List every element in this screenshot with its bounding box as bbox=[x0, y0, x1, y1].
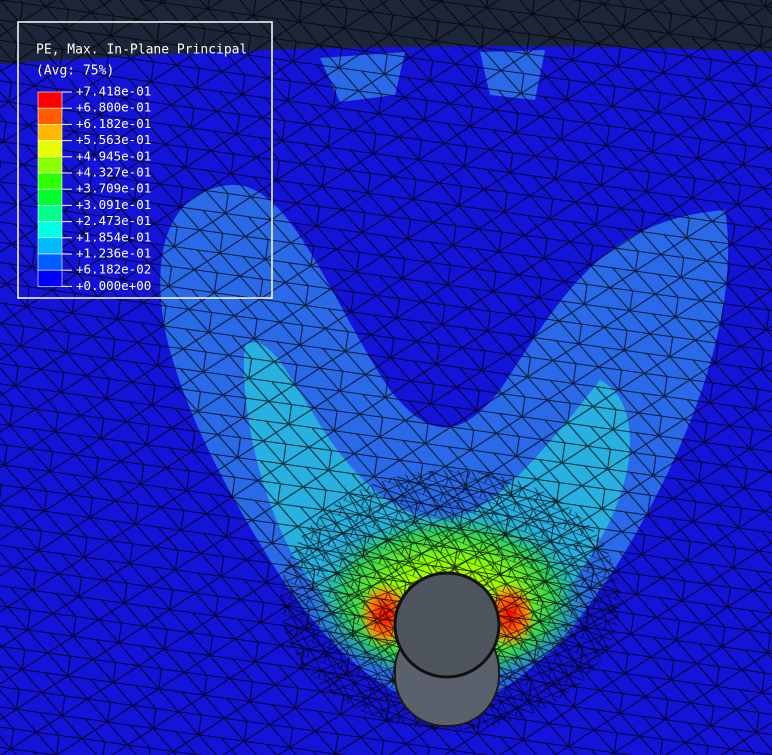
legend-swatch bbox=[38, 270, 62, 286]
legend-swatch bbox=[38, 124, 62, 140]
legend-label: +3.091e-01 bbox=[76, 197, 151, 212]
legend-swatch bbox=[38, 254, 62, 270]
legend-title: PE, Max. In-Plane Principal bbox=[36, 43, 247, 58]
legend-label: +4.945e-01 bbox=[76, 148, 151, 163]
contour-plot: PE, Max. In-Plane Principal (Avg: 75%) +… bbox=[0, 0, 772, 755]
legend-subtitle: (Avg: 75%) bbox=[36, 64, 114, 79]
legend-swatch bbox=[38, 92, 62, 108]
legend-label: +2.473e-01 bbox=[76, 213, 151, 228]
legend-swatch bbox=[38, 222, 62, 238]
legend-label: +7.418e-01 bbox=[76, 84, 151, 99]
legend-swatch bbox=[38, 173, 62, 189]
legend-label: +5.563e-01 bbox=[76, 132, 151, 147]
legend-swatch bbox=[38, 238, 62, 254]
legend-label: +6.182e-02 bbox=[76, 262, 151, 277]
legend-label: +1.854e-01 bbox=[76, 229, 151, 244]
legend-swatch bbox=[38, 189, 62, 205]
legend-label: +6.182e-01 bbox=[76, 116, 151, 131]
legend-swatch bbox=[38, 108, 62, 124]
legend-swatch bbox=[38, 141, 62, 157]
legend-swatch bbox=[38, 157, 62, 173]
legend-label: +6.800e-01 bbox=[76, 100, 151, 115]
legend-label: +4.327e-01 bbox=[76, 165, 151, 180]
legend-label: +1.236e-01 bbox=[76, 246, 151, 261]
legend-label: +3.709e-01 bbox=[76, 181, 151, 196]
legend-label: +0.000e+00 bbox=[76, 278, 151, 293]
legend-swatch bbox=[38, 205, 62, 221]
